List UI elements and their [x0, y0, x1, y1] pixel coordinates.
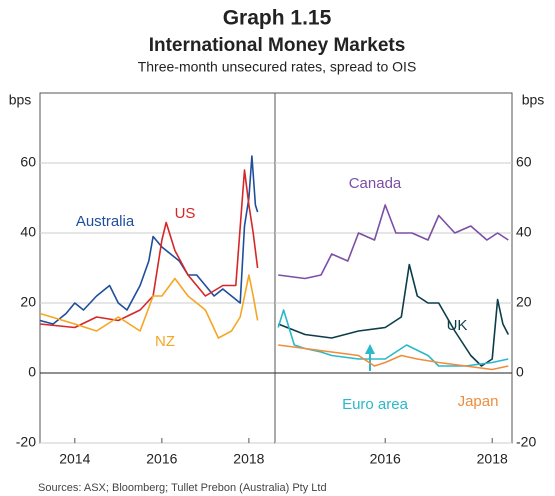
series-line — [39, 155, 259, 325]
annotation-arrowhead — [365, 344, 375, 354]
series-line — [39, 169, 259, 329]
y-tick-label: -20 — [516, 434, 536, 450]
series-label: Canada — [349, 175, 402, 192]
series-label: UK — [447, 317, 468, 334]
note: Three-month unsecured rates, spread to O… — [138, 59, 417, 75]
title: Graph 1.15 — [223, 7, 332, 30]
series-line — [39, 274, 259, 339]
x-tick-label: 2016 — [370, 451, 401, 467]
y-tick-label: 60 — [20, 154, 36, 170]
series-label: Japan — [458, 393, 499, 410]
plot-frame — [274, 92, 513, 444]
source: Sources: ASX; Bloomberg; Tullet Prebon (… — [38, 482, 327, 494]
x-tick-label: 2018 — [477, 451, 508, 467]
y-tick-label: 0 — [516, 364, 524, 380]
series-line — [278, 344, 509, 371]
y-tick-label: 40 — [516, 224, 532, 240]
y-tick-label: 0 — [28, 364, 36, 380]
series-label: Euro area — [342, 396, 409, 413]
y-axis-label: bps — [9, 92, 32, 108]
series-label: NZ — [155, 333, 175, 350]
y-axis-label: bps — [522, 92, 545, 108]
series-line — [277, 263, 510, 367]
y-tick-label: 20 — [516, 294, 532, 310]
y-tick-label: 60 — [516, 154, 532, 170]
x-tick-label: 2014 — [59, 451, 90, 467]
series-label: Australia — [76, 213, 135, 230]
y-tick-label: 40 — [20, 224, 36, 240]
x-tick-label: 2018 — [233, 451, 264, 467]
y-tick-label: 20 — [20, 294, 36, 310]
series-line — [278, 204, 509, 280]
x-tick-label: 2016 — [146, 451, 177, 467]
y-tick-label: -20 — [16, 434, 36, 450]
subtitle: International Money Markets — [149, 35, 406, 56]
series-label: US — [175, 205, 196, 222]
